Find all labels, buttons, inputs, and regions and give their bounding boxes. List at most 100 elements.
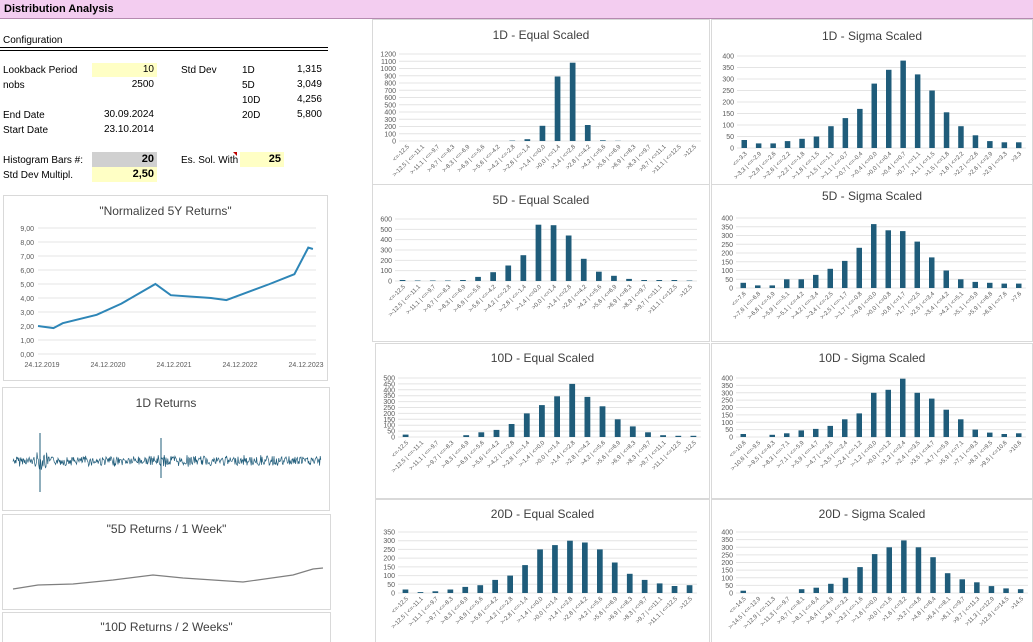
x-tick-label: 24.12.2021	[156, 362, 191, 369]
y-tick-label: 50	[725, 277, 733, 284]
histogram-bar	[567, 540, 573, 593]
histogram-bar	[550, 225, 557, 281]
std-dev-multiplier-input[interactable]: 2,50	[92, 167, 157, 182]
y-tick-label: 1,00	[20, 338, 34, 345]
lookback-input[interactable]: 10	[92, 63, 157, 77]
histogram-20d-equal[interactable]: 20D - Equal Scaled 350 300 250 200 150 100 50 0 <…	[375, 499, 710, 642]
std-dev-key: 5D	[242, 80, 255, 91]
chart-title: "5D Returns / 1 Week"	[106, 522, 227, 536]
histogram-bar	[460, 280, 466, 281]
histogram-bar	[740, 282, 746, 289]
histogram-bar	[599, 406, 606, 437]
histogram-1d-sigma[interactable]: 1D - Sigma Scaled 400 350 300 250 200 150 100 50…	[711, 19, 1033, 185]
histogram-5d-equal[interactable]: 5D - Equal Scaled 600 500 400 300 200 100 0 <=-1…	[372, 184, 710, 342]
histogram-bar	[813, 136, 820, 148]
y-tick-label: 100	[383, 423, 395, 430]
y-tick-label: 300	[721, 545, 733, 552]
histogram-bar	[972, 135, 979, 148]
histogram-bar	[1017, 589, 1024, 593]
start-date-value: 23.10.2014	[103, 124, 154, 135]
histogram-bar	[478, 432, 485, 437]
y-tick-label: 500	[384, 102, 396, 109]
returns-5d-svg	[12, 567, 324, 590]
histogram-bar	[539, 125, 546, 141]
histogram-10d-equal[interactable]: 10D - Equal Scaled 500 450 400 350 300 250 200 1…	[375, 343, 710, 499]
histogram-20d-sigma[interactable]: 20D - Sigma Scaled 400 350 300 250 200 150 100 5…	[711, 499, 1033, 642]
x-tick-label: 24.12.2019	[24, 362, 59, 369]
y-tick-label: 250	[721, 242, 733, 249]
histogram-bar	[813, 587, 819, 593]
y-tick-label: 300	[721, 233, 733, 240]
x-tick-label: >10,6	[1008, 440, 1023, 455]
histogram-bar	[554, 76, 561, 141]
histogram-bar	[626, 278, 632, 281]
histogram-bar	[886, 547, 892, 594]
histogram-bar	[1001, 142, 1008, 149]
nobs-value: 2500	[131, 79, 154, 90]
returns-5d-chart[interactable]: "5D Returns / 1 Week"	[2, 514, 331, 610]
y-tick-label: 400	[383, 387, 395, 394]
y-tick-label: 250	[721, 398, 733, 405]
histogram-bar	[943, 270, 949, 288]
y-tick-label: 9,00	[20, 226, 34, 233]
histogram-bar	[827, 268, 833, 289]
y-tick-label: 50	[725, 583, 733, 590]
y-tick-label: 400	[721, 530, 733, 537]
returns-10d-chart[interactable]: "10D Returns / 2 Weeks"	[2, 612, 331, 642]
histogram-bar	[958, 419, 964, 437]
y-tick-label: 100	[383, 573, 395, 580]
y-tick-label: 200	[721, 251, 733, 258]
es-sol-input[interactable]: 25	[240, 152, 284, 167]
y-tick-label: 350	[722, 65, 734, 72]
end-date-label: End Date	[3, 110, 45, 121]
histogram-bar	[842, 260, 848, 288]
histogram-bar	[798, 589, 805, 593]
histogram-bar	[1001, 283, 1007, 288]
histogram-bar	[656, 280, 663, 281]
histogram-bar	[856, 247, 862, 289]
histogram-bars-input[interactable]: 20	[92, 152, 157, 167]
y-tick-label: 150	[383, 564, 395, 571]
y-tick-label: 500	[383, 376, 395, 383]
y-tick-label: 0	[729, 286, 733, 293]
histogram-bar	[915, 547, 922, 594]
y-tick-label: 150	[721, 412, 733, 419]
x-tick-label: >12,5	[679, 596, 694, 611]
returns-1d-chart[interactable]: 1D Returns	[2, 387, 330, 511]
normalized-returns-chart[interactable]: "Normalized 5Y Returns" 9,00 8,00 7,00 6,00…	[3, 195, 328, 381]
x-tick-label: 24.12.2023	[288, 362, 323, 369]
histogram-bar	[974, 582, 980, 593]
histogram-bar	[842, 419, 848, 437]
chart-title: 1D Returns	[135, 396, 197, 410]
histogram-bar	[492, 579, 498, 593]
x-tick-label: 24.12.2022	[222, 362, 257, 369]
histogram-bar	[641, 579, 648, 593]
histogram-bar	[1003, 588, 1009, 593]
histogram-bar	[959, 579, 965, 593]
lookback-label: Lookback Period	[3, 65, 78, 76]
std-dev-value: 3,049	[296, 79, 322, 90]
x-tick-label: >3,3	[1011, 151, 1024, 164]
histogram-bar	[929, 90, 935, 148]
histogram-bar	[1016, 433, 1022, 437]
histogram-1d-equal[interactable]: 1D - Equal Scaled 1200 1100 1000 900 800 700 60…	[372, 19, 710, 185]
histogram-bar	[769, 285, 775, 288]
returns-series	[12, 567, 324, 590]
histogram-bar	[656, 583, 663, 593]
chart-title: 1D - Sigma Scaled	[821, 29, 923, 43]
y-tick-label: 100	[722, 123, 734, 130]
histogram-bar	[798, 430, 804, 437]
histogram-bar	[629, 426, 636, 437]
histogram-bar	[856, 413, 862, 437]
histogram-10d-sigma[interactable]: 10D - Sigma Scaled 400 350 300 250 200 150 100 5…	[711, 343, 1033, 499]
histogram-bar	[1016, 283, 1022, 288]
histogram-bar	[958, 279, 964, 289]
y-tick-label: 250	[721, 552, 733, 559]
histogram-5d-sigma[interactable]: 5D - Sigma Scaled 400 350 300 250 200 150 100 50…	[711, 184, 1033, 342]
chart-title: 10D - Sigma Scaled	[818, 351, 926, 365]
y-tick-label: 100	[721, 268, 733, 275]
